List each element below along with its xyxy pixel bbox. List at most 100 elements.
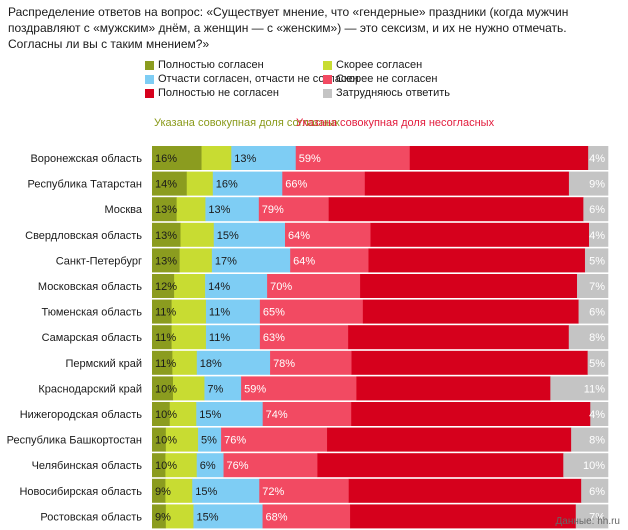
bar-segment [174,274,206,298]
bar-segment [290,248,369,273]
legend-label: Скорее согласен [336,59,423,71]
bar-segment [581,478,609,503]
bar-segment [171,299,207,324]
bar-segment [152,222,181,247]
data-label: 8% [589,435,605,447]
data-label: 13% [234,153,256,165]
bar-segment [213,222,286,247]
data-label: 6% [200,460,216,472]
data-label: 15% [217,230,239,242]
bar-segment [356,376,551,401]
bar-segment [285,222,371,247]
bar-segment [568,325,609,350]
bar-segment [179,248,213,273]
legend-swatch [323,61,332,70]
bar-segment [568,171,609,196]
bar-segment [172,376,205,401]
bar-segment [165,478,193,503]
bar-segment [152,299,172,324]
bar-segment [198,427,222,452]
legend-swatch [145,89,154,98]
bar-segment [575,504,609,529]
bar-segment [193,504,263,529]
legend-label: Затрудняюсь ответить [336,87,451,99]
bar-segment [259,478,350,503]
data-label: 15% [199,409,221,421]
bar-segment [169,402,197,426]
legend-label: Полностью согласен [158,59,264,71]
bar-segment [152,171,188,196]
bar-segment [262,504,351,529]
data-label: 76% [224,435,246,447]
bar-segment [211,248,291,273]
bar-segment [348,325,570,350]
bar-segment [259,325,349,350]
data-label: 8% [589,332,605,344]
bar-segment [362,299,579,324]
data-label: 10% [155,435,177,447]
data-label: 4% [589,409,605,421]
legend-swatch [323,89,332,98]
bar-segment [267,274,361,298]
category-label: Свердловская область [25,230,142,242]
data-label: 4% [589,153,605,165]
data-label: 4% [589,230,605,242]
bar-segment [165,504,194,529]
bar-segment [196,350,271,375]
category-label: Республика Башкортостан [7,435,142,447]
bar-segment [583,197,609,222]
bar-segment [270,350,352,375]
data-label: 6% [589,307,605,319]
bar-segment [205,299,261,324]
data-label: 9% [589,179,605,191]
data-label: 16% [216,179,238,191]
bar-segment [180,222,215,247]
bar-segment [231,146,297,170]
data-label: 9% [155,511,171,523]
source-note: Данные: hh.ru [555,516,620,527]
bar-segment [152,402,171,426]
bar-segment [587,350,609,375]
data-label: 59% [244,383,266,395]
data-label: 64% [293,255,315,267]
bar-segment [584,248,609,273]
bar-segment [165,427,199,452]
bar-segment [370,222,590,247]
data-label: 5% [589,358,605,370]
data-label: 10% [583,460,605,472]
bar-segment [351,350,588,375]
bar-segment [258,197,329,222]
bar-segment [201,146,232,170]
data-label: 11% [209,332,230,344]
bar-segment [196,402,263,426]
bar-segment [563,453,609,478]
data-label: 11% [584,383,605,395]
bar-segment [152,248,180,273]
bar-segment [152,350,173,375]
legend-swatch [323,75,332,84]
data-label: 18% [200,358,222,370]
category-label: Санкт-Петербург [56,255,142,267]
data-label: 13% [155,255,177,267]
data-label: 64% [288,230,310,242]
bar-segment [571,427,609,452]
category-label: Самарская область [42,332,143,344]
bar-segment [350,504,577,529]
bar-segment [327,427,572,452]
bar-segment [176,197,206,222]
category-label: Республика Татарстан [27,179,142,191]
category-label: Московская область [38,281,142,293]
data-label: 10% [155,409,177,421]
bar-segment [152,146,202,170]
bar-segment [317,453,564,478]
bar-segment [205,274,268,298]
bar-segment [152,274,175,298]
data-label: 76% [227,460,249,472]
data-label: 6% [589,486,605,498]
legend-label: Скорее не согласен [336,73,438,85]
category-label: Воронежская область [30,153,142,165]
bar-segment [578,299,609,324]
bar-segment [360,274,578,298]
data-label: 10% [155,460,177,472]
note-agree: Указана совокупная доля согласных [154,117,340,129]
